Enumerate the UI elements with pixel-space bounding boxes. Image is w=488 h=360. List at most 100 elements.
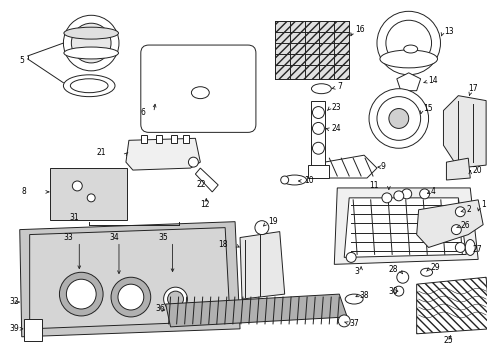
Ellipse shape	[64, 47, 118, 59]
Text: 6: 6	[141, 108, 145, 117]
Circle shape	[401, 189, 411, 199]
Ellipse shape	[64, 27, 118, 39]
Bar	[311, 100, 325, 168]
Text: 14: 14	[427, 76, 437, 85]
Text: 10: 10	[304, 176, 313, 185]
Ellipse shape	[70, 79, 108, 93]
Ellipse shape	[191, 87, 209, 99]
Text: 13: 13	[444, 27, 453, 36]
Text: 39: 39	[10, 324, 20, 333]
Polygon shape	[443, 96, 485, 168]
Text: 7: 7	[337, 82, 342, 91]
Text: 20: 20	[471, 166, 481, 175]
Bar	[24, 319, 41, 341]
Text: 36: 36	[155, 305, 165, 314]
Circle shape	[118, 284, 143, 310]
Text: 38: 38	[358, 291, 368, 300]
Polygon shape	[307, 165, 328, 178]
Polygon shape	[334, 188, 477, 264]
Circle shape	[368, 89, 427, 148]
Circle shape	[111, 277, 150, 317]
Text: 37: 37	[348, 319, 358, 328]
Text: 29: 29	[429, 263, 439, 272]
Text: 23: 23	[331, 103, 340, 112]
FancyBboxPatch shape	[141, 45, 255, 132]
Bar	[141, 135, 146, 143]
Text: 16: 16	[354, 25, 364, 34]
Circle shape	[381, 193, 391, 203]
Text: 1: 1	[480, 200, 485, 209]
Polygon shape	[344, 198, 466, 257]
Bar	[49, 168, 127, 220]
Polygon shape	[396, 73, 420, 91]
Circle shape	[385, 20, 431, 66]
Circle shape	[388, 109, 408, 129]
Text: 32: 32	[10, 297, 20, 306]
Text: 17: 17	[468, 84, 477, 93]
Circle shape	[280, 176, 288, 184]
Circle shape	[450, 225, 460, 235]
Circle shape	[376, 11, 440, 75]
Polygon shape	[195, 168, 218, 192]
Circle shape	[338, 315, 349, 327]
Bar	[183, 135, 189, 143]
Ellipse shape	[167, 291, 183, 307]
Polygon shape	[446, 158, 469, 180]
Polygon shape	[416, 200, 482, 247]
Circle shape	[87, 194, 95, 202]
Circle shape	[393, 191, 403, 201]
Text: 27: 27	[471, 245, 481, 254]
Polygon shape	[317, 155, 376, 178]
Circle shape	[312, 142, 324, 154]
Text: 26: 26	[459, 221, 469, 230]
Text: 2: 2	[466, 205, 470, 214]
Bar	[170, 135, 176, 143]
Circle shape	[63, 15, 119, 71]
Circle shape	[454, 243, 464, 252]
Text: 33: 33	[63, 233, 73, 242]
Circle shape	[71, 23, 111, 63]
Text: 19: 19	[267, 217, 277, 226]
Circle shape	[312, 122, 324, 134]
Circle shape	[346, 252, 355, 262]
Ellipse shape	[379, 50, 437, 68]
Text: 24: 24	[331, 124, 340, 133]
Text: 12: 12	[200, 200, 209, 209]
Text: 28: 28	[388, 265, 398, 274]
Bar	[274, 21, 348, 79]
Circle shape	[60, 272, 103, 316]
Ellipse shape	[311, 84, 331, 94]
Text: 34: 34	[109, 233, 119, 242]
Circle shape	[66, 279, 96, 309]
Polygon shape	[30, 228, 230, 329]
Bar	[155, 135, 162, 143]
Circle shape	[393, 286, 403, 296]
Polygon shape	[126, 138, 200, 170]
Ellipse shape	[403, 45, 417, 53]
Circle shape	[72, 181, 82, 191]
Text: 8: 8	[21, 188, 26, 197]
Text: 5: 5	[20, 57, 24, 66]
Circle shape	[188, 157, 198, 167]
Text: 3: 3	[353, 267, 358, 276]
Circle shape	[419, 189, 428, 199]
Ellipse shape	[63, 75, 115, 96]
Circle shape	[312, 107, 324, 118]
Ellipse shape	[163, 287, 187, 311]
Circle shape	[454, 207, 464, 217]
Text: 4: 4	[429, 188, 434, 197]
Polygon shape	[416, 277, 488, 334]
Text: 21: 21	[96, 148, 105, 157]
Polygon shape	[20, 222, 240, 337]
Text: 11: 11	[368, 181, 378, 190]
Circle shape	[396, 271, 408, 283]
Text: 31: 31	[69, 213, 79, 222]
Text: 9: 9	[380, 162, 385, 171]
Text: 22: 22	[196, 180, 205, 189]
Text: 30: 30	[388, 287, 398, 296]
Polygon shape	[240, 231, 284, 299]
Ellipse shape	[464, 239, 474, 255]
Text: 15: 15	[423, 104, 432, 113]
Ellipse shape	[345, 294, 362, 304]
Circle shape	[254, 221, 268, 235]
